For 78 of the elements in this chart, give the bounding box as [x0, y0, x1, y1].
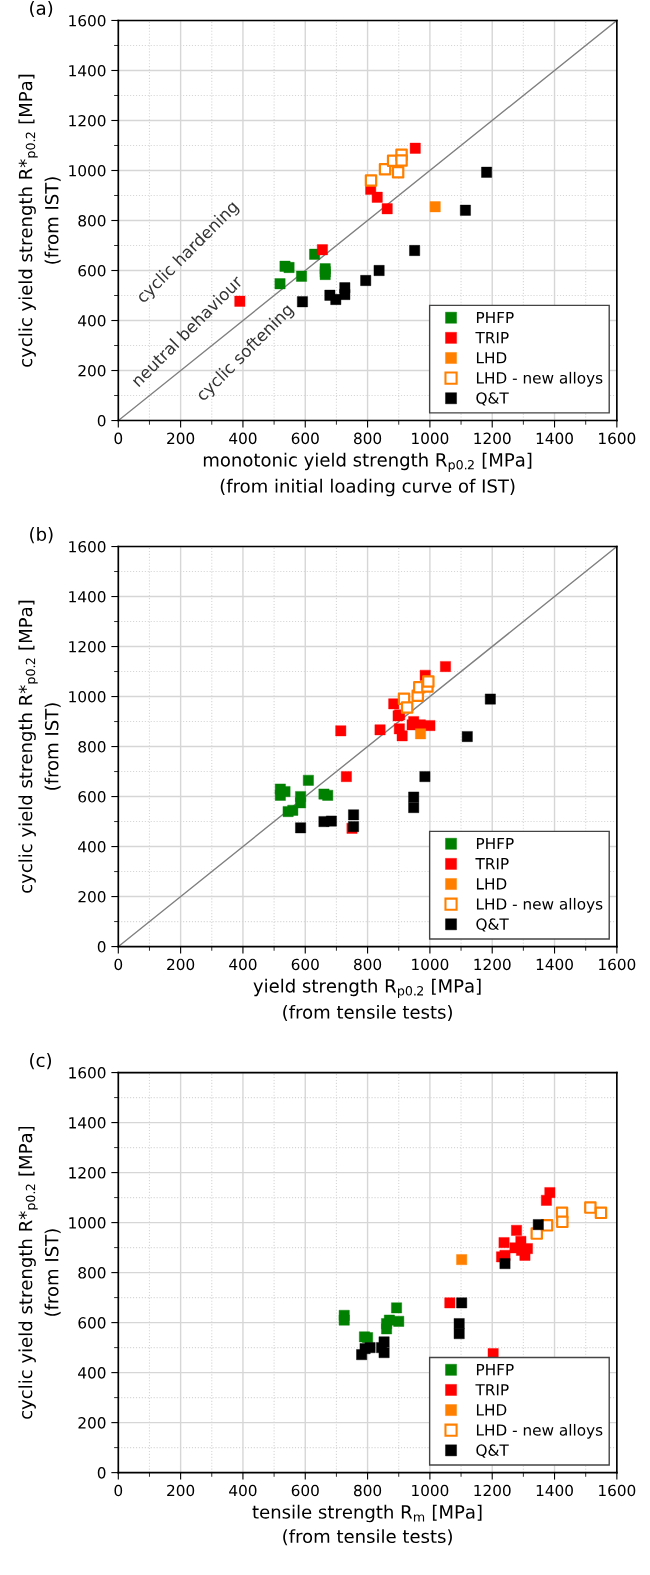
x-tick-label: 1200 [474, 958, 511, 971]
x-axis-title: tensile strength R$_{m}$ [MPa] (from tensile tests) [252, 1504, 482, 1546]
legend-label: Q&T [476, 1444, 509, 1458]
x-tick-label: 0 [114, 1484, 123, 1497]
x-tick-label: 1400 [536, 958, 573, 971]
x-tick-label: 1000 [412, 958, 449, 971]
legend-label: PHFP [476, 837, 514, 850]
y-tick-label: 1200 [69, 114, 106, 127]
x-tick-label: 0 [114, 958, 123, 971]
x-axis-title: yield strength R$_{p0.2}$ [MPa] (from tensile tests) [253, 978, 481, 1021]
legend-label: LHD - new alloys [476, 1423, 603, 1439]
y-tick-label: 1400 [69, 591, 106, 603]
x-axis-title: monotonic yield strength R$_{p0.2}$ [MPa] (from initial loading curve of IST) [203, 452, 532, 497]
y-tick-label: 1400 [69, 1117, 106, 1129]
x-tick-label: 200 [167, 432, 195, 445]
legend-label: Q&T [476, 918, 509, 932]
legend-label: LHD [476, 352, 507, 364]
legend-label: LHD [476, 1404, 507, 1416]
y-tick-label: 1600 [69, 540, 106, 553]
y-tick-label: 200 [78, 891, 106, 903]
x-tick-label: 600 [291, 1484, 319, 1497]
legend-label: Q&T [476, 392, 509, 406]
y-tick-label: 1200 [69, 1167, 106, 1179]
y-tick-label: 400 [78, 314, 106, 327]
legend-label: LHD [476, 878, 507, 890]
y-tick-label: 600 [78, 264, 106, 277]
x-tick-label: 800 [354, 1484, 382, 1497]
y-tick-label: 400 [78, 841, 106, 853]
chart-title: (c) [30, 1053, 52, 1070]
x-tick-label: 600 [291, 958, 319, 971]
x-tick-label: 1400 [536, 432, 573, 445]
x-tick-label: 1000 [412, 1484, 449, 1497]
x-tick-label: 800 [354, 958, 382, 971]
x-tick-label: 0 [114, 432, 123, 445]
legend-label: PHFP [476, 311, 514, 324]
x-tick-label: 400 [229, 1484, 257, 1497]
x-tick-label: 1000 [412, 432, 449, 445]
y-tick-label: 800 [78, 1267, 106, 1279]
y-tick-label: 200 [78, 364, 106, 377]
legend-label: TRIP [475, 332, 509, 344]
y-tick-label: 1000 [69, 1217, 106, 1229]
x-tick-label: 1600 [599, 432, 636, 445]
x-tick-label: 1600 [599, 1484, 636, 1497]
y-tick-label: 1000 [69, 691, 106, 703]
y-tick-label: 1000 [69, 164, 106, 177]
x-tick-label: 1400 [536, 1484, 573, 1497]
x-tick-label: 1600 [599, 958, 636, 971]
y-tick-label: 600 [78, 1317, 106, 1329]
y-tick-label: 1600 [69, 1067, 106, 1079]
y-tick-label: 600 [78, 791, 106, 803]
x-tick-label: 400 [229, 958, 257, 971]
y-tick-label: 1600 [69, 14, 106, 27]
y-tick-label: 0 [97, 414, 106, 427]
y-tick-label: 1200 [69, 641, 106, 653]
x-tick-label: 600 [291, 432, 319, 445]
text: cyclic yield strength R*$_{p0.2}$ [MPa] (from IST) [18, 74, 61, 367]
text: cyclic yield strength R*$_{p0.2}$ [MPa] (from IST) [18, 1126, 61, 1419]
y-tick-label: 800 [78, 214, 106, 227]
y-tick-label: 0 [97, 1467, 106, 1479]
x-tick-label: 400 [229, 432, 257, 445]
x-tick-label: 1200 [474, 1484, 511, 1497]
y-tick-label: 400 [78, 1367, 106, 1379]
x-tick-label: 1200 [474, 432, 511, 445]
text: cyclic yield strength R*$_{p0.2}$ [MPa] (from IST) [18, 600, 61, 893]
y-tick-label: 800 [78, 741, 106, 753]
y-tick-label: 1400 [69, 64, 106, 77]
x-tick-label: 200 [167, 1484, 195, 1497]
legend-label: LHD - new alloys [476, 897, 603, 913]
legend-label: TRIP [475, 858, 509, 870]
x-tick-label: 800 [354, 432, 382, 445]
chart-title: (b) [30, 527, 53, 544]
x-tick-label: 200 [167, 958, 195, 971]
y-tick-label: 0 [97, 941, 106, 953]
legend-label: LHD - new alloys [476, 371, 603, 387]
chart-title: (a) [30, 1, 53, 18]
y-tick-label: 200 [78, 1417, 106, 1429]
legend-label: TRIP [475, 1384, 509, 1396]
legend-label: PHFP [476, 1364, 514, 1376]
